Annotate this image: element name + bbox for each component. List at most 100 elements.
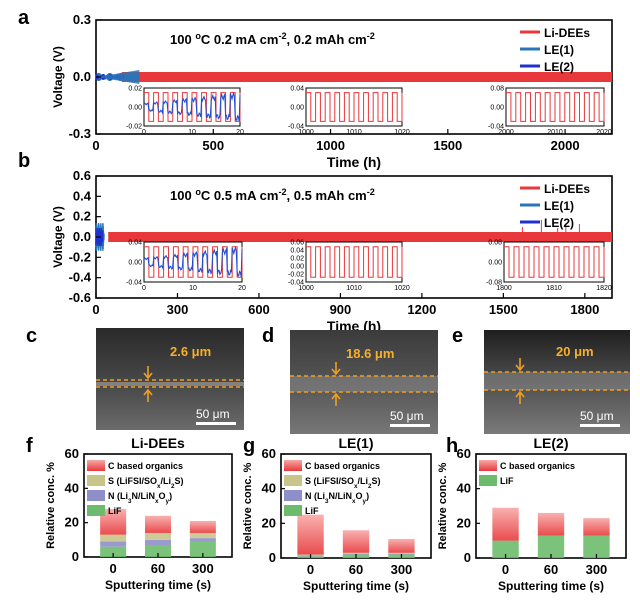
legend-label-f: S (LiFSI/SOx/Li2S) bbox=[108, 476, 184, 490]
legend-swatch-f bbox=[87, 490, 105, 501]
chart-g: LE(1) 0 60 300 0 20 40 60 Sputtering time (s) Rel… bbox=[242, 435, 432, 593]
y-tick-label-a: 0.0 bbox=[73, 69, 91, 84]
y-tick-label-h: 0 bbox=[464, 550, 471, 565]
bar-segment-g bbox=[388, 552, 415, 554]
y-tick-label-a: -0.3 bbox=[69, 126, 91, 141]
sem-image-d-scale-label: 50 μm bbox=[390, 409, 424, 423]
inset-blue-wave bbox=[143, 245, 243, 278]
y-tick-label-b: -0.6 bbox=[69, 290, 91, 305]
series-li-dees-band-b bbox=[108, 232, 612, 242]
sem-image-e-thickness: 20 μm bbox=[556, 344, 594, 359]
x-tick-label-g: 0 bbox=[307, 562, 314, 577]
sem-image-e-layer bbox=[484, 372, 630, 390]
y-tick-label-a: 0.3 bbox=[73, 12, 91, 27]
inset-y-tick-label: -0.08 bbox=[486, 280, 502, 287]
sem-image-c: 2.6 μm 50 μm bbox=[96, 328, 244, 430]
panel-title-h: LE(2) bbox=[534, 435, 569, 451]
sem-image-d-layer bbox=[290, 376, 438, 392]
bar-segment-h bbox=[492, 507, 519, 541]
sem-image-c-arrow-down-icon bbox=[143, 366, 153, 380]
condition-annotation-a: 100 oC 0.2 mA cm-2, 0.2 mAh cm-2 bbox=[170, 31, 375, 47]
x-axis-label-g: Sputtering time (s) bbox=[303, 579, 409, 593]
inset-red-wave bbox=[506, 92, 605, 122]
y-tick-label-f: 40 bbox=[65, 480, 79, 495]
inset-a-2: 2000 2010 2020 0.08 0.00 -0.04 bbox=[488, 86, 612, 137]
x-tick-label-a: 2000 bbox=[551, 138, 580, 153]
inset-x-tick-label: 10 bbox=[189, 285, 197, 292]
x-tick-label-a: 0 bbox=[92, 138, 99, 153]
sem-image-c-scale-label: 50 μm bbox=[196, 407, 230, 421]
legend-label-a: LE(1) bbox=[544, 43, 574, 57]
y-tick-label-h: 20 bbox=[457, 515, 471, 530]
bar-segment-f bbox=[189, 541, 216, 557]
x-tick-label-a: 1000 bbox=[316, 138, 345, 153]
series-le2-line-b bbox=[95, 227, 104, 247]
inset-x-tick-label: 1820 bbox=[596, 285, 612, 292]
sem-image-d: 18.6 μm 50 μm bbox=[290, 330, 438, 434]
y-tick-label-b: 0.2 bbox=[73, 209, 91, 224]
legend-label-f: LiF bbox=[108, 506, 122, 516]
bar-segment-f bbox=[189, 538, 216, 542]
panel-label-d: d bbox=[262, 325, 274, 347]
inset-a-0: 0 10 20 0.02 0.00 -0.02 bbox=[126, 86, 244, 137]
panel-label-f: f bbox=[26, 435, 33, 457]
x-axis-label-f: Sputtering time (s) bbox=[105, 578, 211, 592]
sem-image-d-arrow-down-icon bbox=[331, 362, 341, 376]
x-tick-label-b: 1200 bbox=[407, 302, 436, 317]
panel-label-g: g bbox=[243, 435, 255, 457]
y-tick-label-b: 0.4 bbox=[73, 188, 92, 203]
x-tick-label-f: 0 bbox=[110, 561, 117, 576]
y-tick-label-b: -0.4 bbox=[69, 270, 92, 285]
inset-y-tick-label: 0.00 bbox=[128, 105, 142, 112]
inset-x-tick-label: 20 bbox=[238, 285, 246, 292]
panel-title-g: LE(1) bbox=[339, 435, 374, 451]
legend-label-a: LE(2) bbox=[544, 60, 574, 74]
bar-segment-f bbox=[100, 534, 127, 542]
y-tick-label-b: -0.2 bbox=[69, 249, 91, 264]
legend-swatch-f bbox=[87, 505, 105, 516]
inset-y-tick-label: -0.02 bbox=[288, 272, 304, 279]
chart-b: 0 300 600 900 1200 1500 1800 -0.6 -0.4 -0.2 0.0 0.2… bbox=[51, 168, 613, 334]
sem-image-c-layer bbox=[96, 382, 244, 386]
legend-label-a: Li-DEEs bbox=[544, 26, 590, 40]
chart-a: 0 500 1000 1500 2000 -0.3 0.0 0.3 Time (h) Voltag… bbox=[51, 12, 613, 170]
y-tick-label-f: 60 bbox=[65, 446, 79, 461]
inset-y-tick-label: -0.04 bbox=[488, 124, 504, 131]
bar-segment-f bbox=[100, 546, 127, 557]
x-axis-label-a: Time (h) bbox=[327, 154, 381, 170]
bar-segment-f bbox=[144, 532, 172, 540]
inset-a-1: 1000 1010 1020 0.04 0.00 -0.04 bbox=[288, 86, 410, 137]
inset-x-tick-label: 1010 bbox=[346, 129, 362, 136]
inset-y-tick-label: 0.00 bbox=[490, 105, 504, 112]
inset-x-tick-label: 1020 bbox=[394, 129, 410, 136]
panel-label-b: b bbox=[18, 150, 30, 172]
inset-y-tick-label: 0.00 bbox=[290, 105, 304, 112]
inset-y-tick-label: 0.08 bbox=[490, 86, 504, 93]
bar-segment-h bbox=[583, 518, 610, 536]
x-tick-label-f: 60 bbox=[151, 561, 165, 576]
panel-label-c: c bbox=[26, 325, 37, 347]
panel-label-a: a bbox=[18, 7, 30, 29]
y-tick-label-f: 20 bbox=[65, 515, 79, 530]
legend-swatch-f bbox=[87, 460, 105, 471]
inset-y-tick-label: 0.00 bbox=[488, 260, 502, 267]
bar-segment-g bbox=[342, 552, 370, 554]
bar-segment-h bbox=[583, 535, 610, 558]
legend-swatch-g bbox=[284, 490, 302, 501]
inset-x-tick-label: 2010 bbox=[547, 129, 563, 136]
x-axis-label-h: Sputtering time (s) bbox=[498, 579, 604, 593]
legend-label-b: LE(1) bbox=[544, 199, 574, 213]
bar-segment-f bbox=[189, 520, 216, 533]
chart-f: Li-DEEs 0 60 300 0 20 40 60 Sputtering time (s) R… bbox=[45, 435, 233, 592]
chart-h: LE(2) 0 60 300 0 20 40 60 Sputtering time (s) Rel… bbox=[437, 435, 627, 593]
series-le1-wedge-a bbox=[96, 70, 140, 84]
bar-segment-h bbox=[492, 540, 519, 558]
bar-segment-h bbox=[537, 512, 565, 536]
sem-image-c-background bbox=[96, 328, 244, 430]
x-tick-label-a: 500 bbox=[202, 138, 224, 153]
legend-label-f: N (Li3N/LiNxOy) bbox=[108, 491, 172, 505]
legend-label-g: LiF bbox=[305, 506, 319, 516]
y-axis-label-b: Voltage (V) bbox=[51, 206, 65, 268]
legend-swatch-h bbox=[479, 475, 497, 486]
